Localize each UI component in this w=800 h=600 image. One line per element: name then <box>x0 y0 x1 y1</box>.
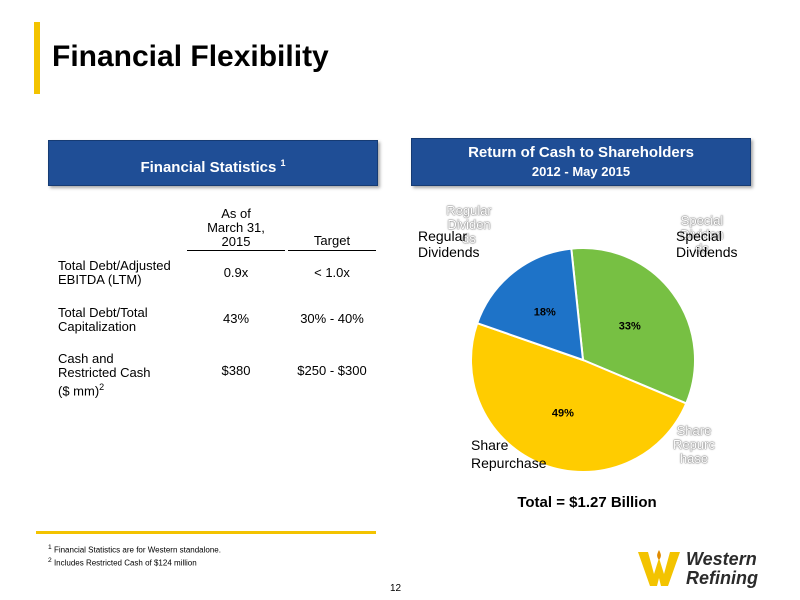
logo-wordmark: Western Refining <box>686 550 758 588</box>
ghost-label-line: Special <box>680 213 724 228</box>
ghost-label-line: Dividen <box>680 227 724 242</box>
ghost-label-line: Regular <box>446 203 492 218</box>
row-label-cash: Cash and Restricted Cash ($ mm)2 <box>58 352 193 398</box>
footnote-2: 2 Includes Restricted Cash of $124 milli… <box>48 556 197 569</box>
western-refining-logo: Western Refining <box>636 548 788 590</box>
column-header-as-of: As of March 31, 2015 <box>187 207 285 249</box>
row-label-line: Total Debt/Total <box>58 305 148 320</box>
row-target-debt-ebitda: < 1.0x <box>314 265 350 280</box>
header-underline <box>187 250 285 251</box>
ghost-label-regular: Regular Dividen ds <box>436 204 502 246</box>
return-of-cash-title: Return of Cash to Shareholders <box>468 144 694 161</box>
category-label-line: Dividends <box>676 244 738 260</box>
header-footnote-marker: 1 <box>280 158 286 168</box>
logo-line-1: Western <box>686 549 757 569</box>
footnote-text: Financial Statistics are for Western sta… <box>53 545 221 555</box>
pie-slice-regular-dividends <box>475 247 585 362</box>
category-label-line: Dividends <box>418 244 480 260</box>
financial-statistics-header: Financial Statistics 1 <box>48 140 378 186</box>
footnote-marker: 1 <box>48 544 52 551</box>
row-label-debt-capitalization: Total Debt/Total Capitalization <box>58 306 193 334</box>
pie-data-label: 33% <box>619 320 641 332</box>
row-label-line: EBITDA (LTM) <box>58 272 142 287</box>
row-label-line: Restricted Cash <box>58 365 151 380</box>
ghost-label-line: hase <box>679 451 709 466</box>
title-accent-bar <box>34 22 40 94</box>
pie-data-label: 18% <box>534 307 556 319</box>
category-label-line: Special <box>676 228 722 244</box>
page-number: 12 <box>390 583 402 594</box>
category-label-share-repurchase: Share Repurchase <box>471 436 547 472</box>
as-of-line-3: 2015 <box>221 234 251 249</box>
row-value-cash: $380 <box>221 363 251 378</box>
row-label-debt-ebitda: Total Debt/Adjusted EBITDA (LTM) <box>58 259 193 287</box>
row-footnote-marker: 2 <box>99 382 105 392</box>
row-target-debt-capitalization: 30% - 40% <box>300 311 364 326</box>
w-flame-icon <box>638 550 680 586</box>
page-title: Financial Flexibility <box>52 40 329 73</box>
row-label-line-text: ($ mm) <box>58 383 100 399</box>
row-label-line: Cash and <box>58 351 114 366</box>
row-label-line: ($ mm)2 <box>58 380 193 398</box>
category-label-line: Regular <box>418 228 468 244</box>
ghost-label-line: ds <box>695 241 709 256</box>
row-target-cash: $250 - $300 <box>297 363 367 378</box>
footnote-1: 1 Financial Statistics are for Western s… <box>48 543 221 556</box>
row-label-line: Total Debt/Adjusted <box>58 258 171 273</box>
pie-slice-special-dividends <box>570 247 696 405</box>
as-of-line-1: As of <box>221 206 251 221</box>
category-label-regular-dividends: Regular Dividends <box>418 228 479 260</box>
footnote-divider <box>36 531 376 534</box>
ghost-label-share: Share Repurc hase <box>662 424 726 466</box>
row-value-debt-ebitda: 0.9x <box>223 265 249 280</box>
row-label-line: Capitalization <box>58 319 137 334</box>
header-underline <box>288 250 376 251</box>
ghost-label-line: Repurc <box>673 437 715 452</box>
ghost-label-line: Share <box>676 423 712 438</box>
footnote-marker: 2 <box>48 557 52 564</box>
return-of-cash-pie-chart: 33% 49% 18% <box>470 247 696 473</box>
pie-data-label: 49% <box>552 407 574 419</box>
as-of-line-2: March 31, <box>207 220 265 235</box>
row-value-debt-capitalization: 43% <box>222 311 250 326</box>
footnote-text: Includes Restricted Cash of $124 million <box>53 558 197 568</box>
logo-line-2: Refining <box>686 568 758 588</box>
ghost-label-special: Special Dividen ds <box>670 214 734 256</box>
return-of-cash-period: 2012 - May 2015 <box>531 164 631 179</box>
total-label: Total = $1.27 Billion <box>517 494 657 511</box>
financial-statistics-header-text: Financial Statistics <box>140 159 277 176</box>
return-of-cash-header: Return of Cash to Shareholders 2012 - Ma… <box>411 138 751 186</box>
category-label-line: Share <box>471 437 509 453</box>
column-header-target: Target <box>313 233 351 248</box>
ghost-label-line: ds <box>462 231 476 246</box>
pie-slice-share-repurchase <box>470 321 688 473</box>
category-label-line: Repurchase <box>471 455 547 471</box>
category-label-special-dividends: Special Dividends <box>676 228 737 260</box>
ghost-label-line: Dividen <box>447 217 491 232</box>
